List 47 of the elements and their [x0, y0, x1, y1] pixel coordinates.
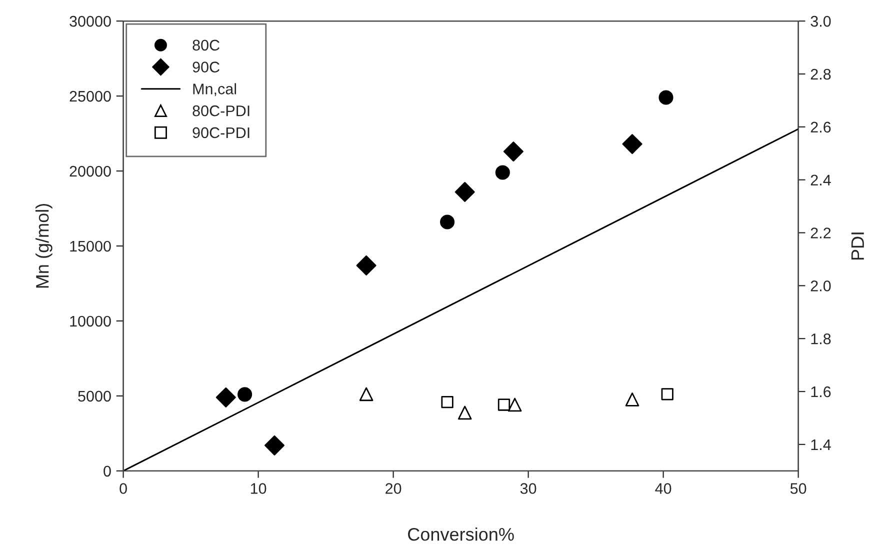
point: [441, 396, 454, 408]
legend-label: 90C: [192, 62, 220, 72]
x-tick-label: 0: [120, 483, 127, 494]
x-tick-label: 40: [655, 483, 672, 494]
y-tick-label: 20000: [70, 166, 111, 177]
y-tick-label: 10000: [70, 316, 111, 327]
point: [508, 398, 522, 412]
x-tick-label: 30: [520, 483, 536, 494]
y2-tick-label: 1.8: [811, 333, 831, 344]
point: [458, 406, 472, 420]
point: [625, 392, 640, 406]
y2-tick-label: 2.6: [810, 122, 831, 133]
y-tick-label: 15000: [70, 240, 111, 252]
point: [658, 90, 674, 105]
y-tick-label: 25000: [70, 90, 111, 102]
y2-tick-label: 1.6: [811, 386, 831, 398]
point: [359, 387, 374, 402]
y-tick-label: 30000: [70, 16, 111, 27]
point: [503, 141, 524, 162]
y2-tick-label: 1.4: [811, 439, 831, 450]
point: [495, 165, 510, 180]
point: [264, 435, 285, 456]
point: [498, 398, 510, 411]
y2-tick-label: 3.0: [810, 16, 831, 27]
y2-tick-label: 2.4: [810, 174, 831, 186]
point: [454, 182, 475, 202]
point: [622, 134, 642, 154]
y-tick-label: 0: [104, 466, 111, 477]
y2-tick-label: 2.8: [810, 68, 831, 80]
point: [356, 255, 376, 276]
legend-label: Mn,cal: [193, 83, 236, 96]
point: [661, 388, 674, 400]
y2-axis-title: PDI: [851, 232, 864, 260]
y-axis-title: Mn (g/mol): [36, 204, 52, 288]
point: [440, 214, 455, 230]
y-tick-label: 5000: [78, 390, 111, 402]
x-axis-title: Conversion%: [408, 528, 514, 541]
legend-label: 80C: [192, 40, 220, 51]
x-tick-label: 10: [250, 483, 266, 494]
y2-tick-label: 2.2: [810, 228, 831, 238]
legend-label: 80C-PDI: [192, 105, 250, 116]
point: [216, 387, 236, 408]
point: [238, 387, 252, 402]
legend-label: 90C-PDI: [192, 127, 250, 138]
x-tick-label: 50: [790, 483, 806, 494]
y2-tick-label: 2.0: [810, 280, 831, 292]
x-tick-label: 20: [386, 483, 402, 494]
